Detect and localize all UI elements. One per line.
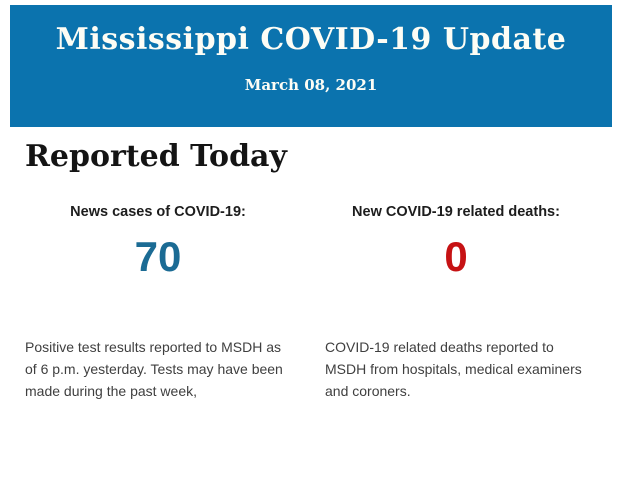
new-deaths-description: COVID-19 related deaths reported to MSDH… <box>325 339 582 399</box>
stat-new-deaths: New COVID-19 related deaths: 0 COVID-19 … <box>325 204 587 402</box>
stat-new-cases: News cases of COVID-19: 70 Positive test… <box>25 204 291 402</box>
new-cases-value: 70 <box>134 233 182 280</box>
report-date: March 08, 2021 <box>244 76 378 94</box>
header-banner: Mississippi COVID-19 Update March 08, 20… <box>10 5 612 127</box>
main-content: Reported Today News cases of COVID-19: 7… <box>0 138 620 402</box>
new-deaths-label: New COVID-19 related deaths: <box>352 204 560 220</box>
new-cases-label: News cases of COVID-19: <box>70 204 246 220</box>
new-cases-description: Positive test results reported to MSDH a… <box>25 339 283 399</box>
page-title: Mississippi COVID-19 Update <box>55 22 567 57</box>
section-heading: Reported Today <box>25 139 287 174</box>
new-deaths-value: 0 <box>444 233 468 280</box>
stats-row: News cases of COVID-19: 70 Positive test… <box>25 204 595 402</box>
